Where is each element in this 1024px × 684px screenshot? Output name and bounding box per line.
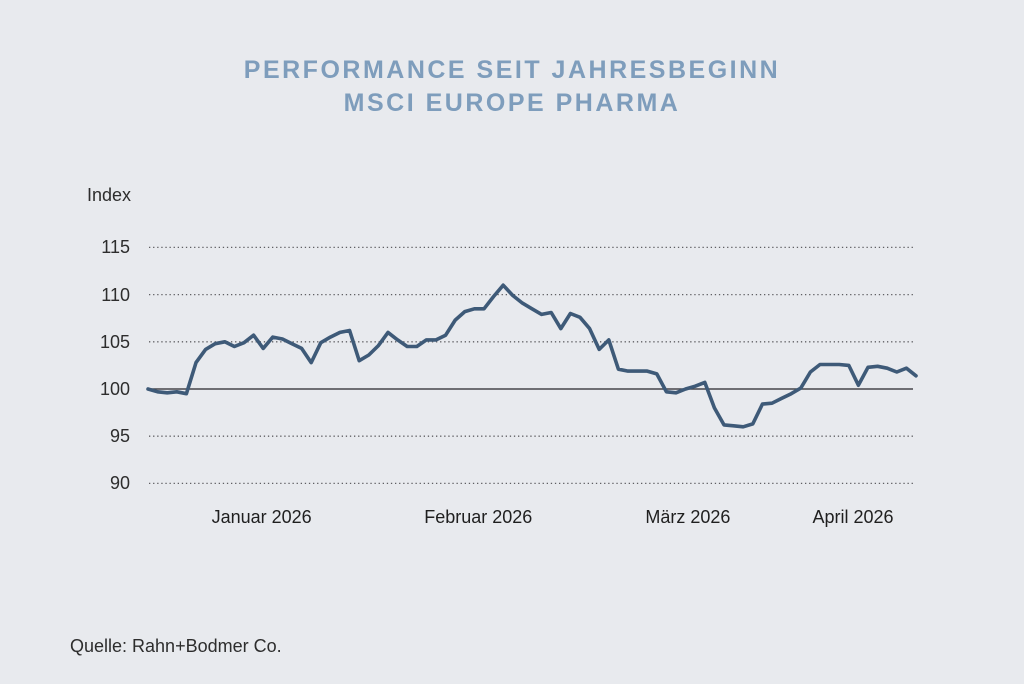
x-tick-label: April 2026	[812, 507, 894, 527]
y-tick-label: 100	[99, 379, 130, 399]
y-axis-title: Index	[87, 185, 132, 205]
chart-title-line1: PERFORMANCE SEIT JAHRESBEGINN	[243, 56, 781, 84]
y-tick-label: 90	[109, 473, 130, 494]
x-tick-label: Januar 2026	[211, 507, 312, 527]
x-tick-label: März 2026	[645, 507, 731, 527]
chart-title-line2: MSCI EUROPE PHARMA	[343, 89, 681, 117]
source-caption: Quelle: Rahn+Bodmer Co.	[70, 636, 282, 656]
y-tick-label: 95	[109, 426, 130, 447]
y-tick-label: 115	[101, 237, 130, 258]
chart-title: PERFORMANCE SEIT JAHRESBEGINN MSCI EUROP…	[0, 54, 1024, 120]
y-tick-label: 110	[101, 284, 130, 305]
x-tick-label: Februar 2026	[424, 507, 533, 527]
series-line-msci-europe-pharma	[146, 283, 918, 429]
y-tick-label: 105	[99, 331, 130, 352]
